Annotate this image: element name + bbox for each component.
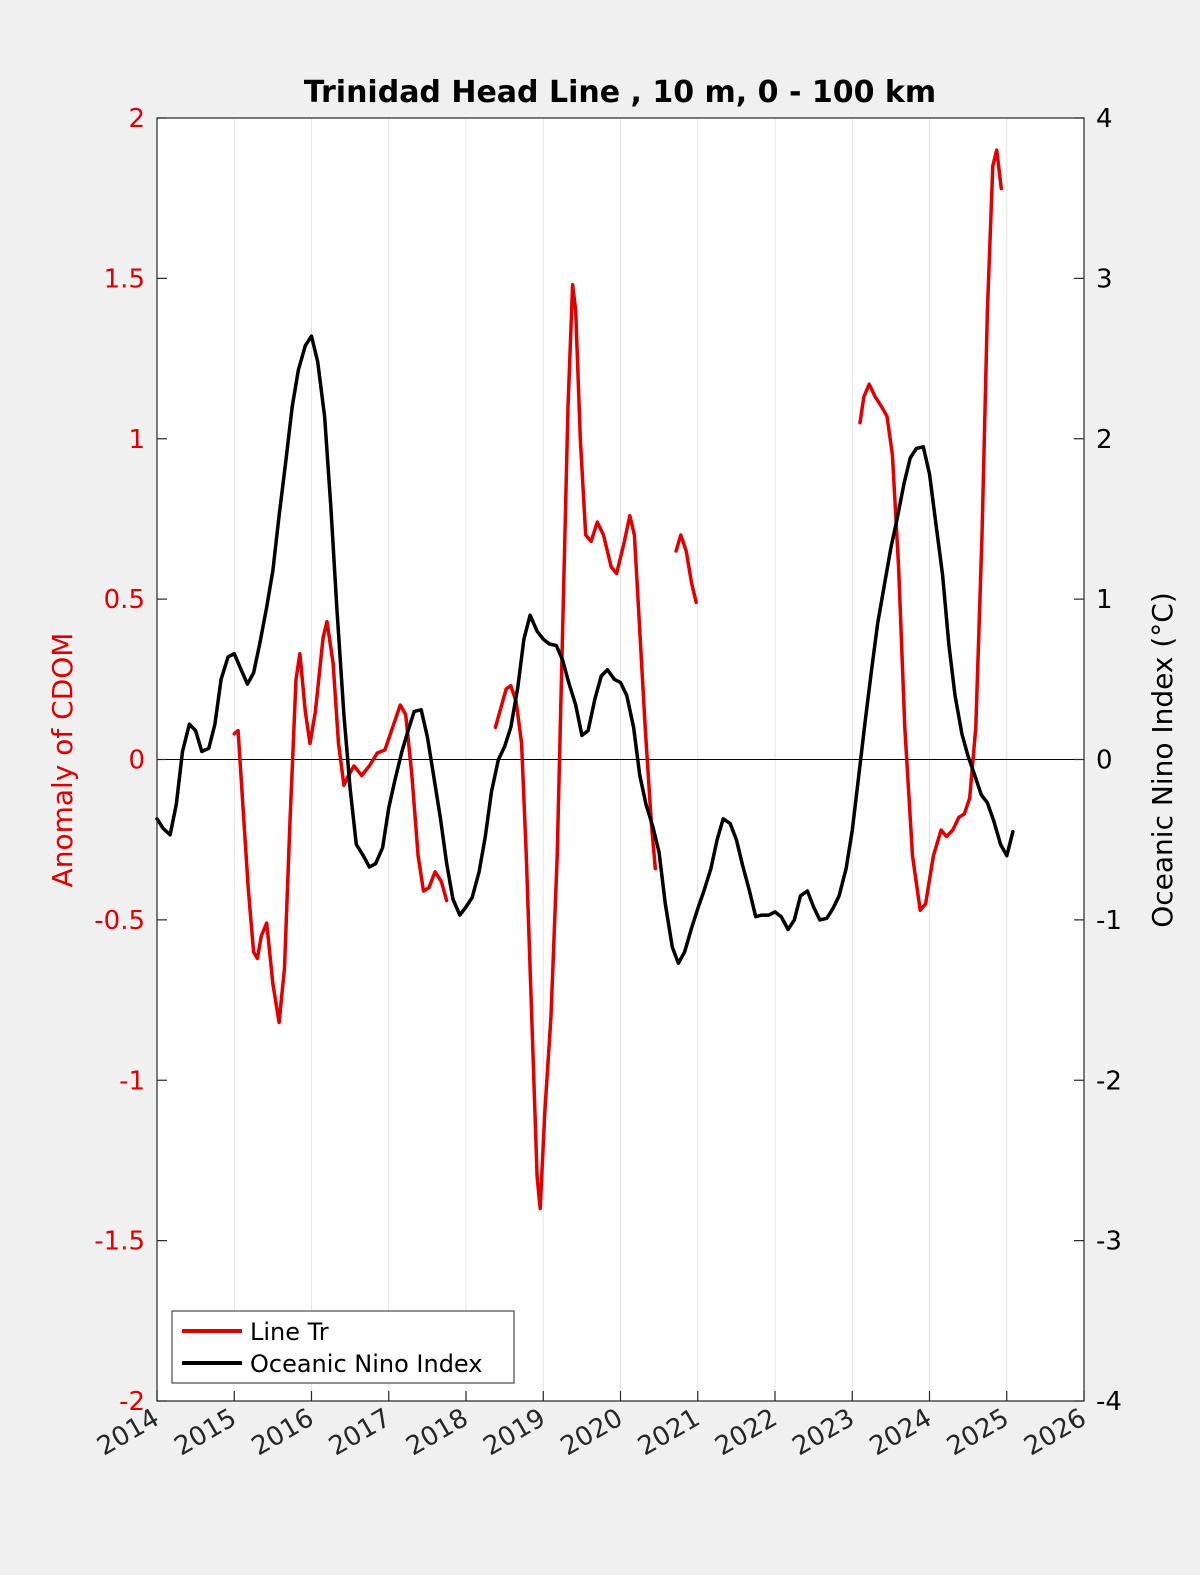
x-tick-label: 2023: [787, 1403, 859, 1462]
x-tick-label: 2021: [633, 1403, 705, 1462]
y-left-tick-label: -1.5: [94, 1227, 145, 1257]
series-layer: [155, 148, 1015, 1211]
y-right-tick-label: -2: [1096, 1066, 1122, 1096]
series-line-tr: [232, 619, 449, 1025]
y-left-tick-label: 1: [128, 425, 145, 455]
legend: Line Tr Oceanic Nino Index: [171, 1310, 515, 1384]
y-left-tick-label: 0: [128, 746, 145, 776]
x-tick-label: 2025: [942, 1403, 1014, 1462]
x-tick-label: 2026: [1019, 1403, 1091, 1462]
y-right-tick-label: 0: [1096, 746, 1113, 776]
y-left-tick-label: 0.5: [104, 585, 145, 615]
x-tick-label: 2016: [247, 1403, 319, 1462]
x-tick-label: 2024: [865, 1403, 937, 1462]
x-tick-label: 2018: [401, 1403, 473, 1462]
y-left-tick-label: 1.5: [104, 264, 145, 294]
legend-box: [171, 1310, 515, 1384]
chart-title: Trinidad Head Line , 10 m, 0 - 100 km: [304, 75, 936, 110]
x-tick-label: 2017: [324, 1403, 396, 1462]
x-axis: 2014 2015 2016 2017 2018 2019 2020 2021 2022 2023…: [92, 1391, 1092, 1462]
y-right-tick-label: 4: [1096, 104, 1113, 134]
x-tick-label: 2019: [478, 1403, 550, 1462]
series-line-tr: [493, 283, 658, 1211]
y-right-tick-label: -3: [1096, 1227, 1122, 1257]
x-tick-label: 2022: [710, 1403, 782, 1462]
y-right-tick-label: -1: [1096, 906, 1122, 936]
y-right-tick-label: 3: [1096, 264, 1113, 294]
y-axis-left-label: Anomaly of CDOM: [46, 633, 79, 888]
legend-label-line-tr: Line Tr: [250, 1318, 329, 1346]
y-right-tick-label: 1: [1096, 585, 1113, 615]
legend-label-oni: Oceanic Nino Index: [250, 1350, 482, 1378]
series-line-tr: [674, 533, 698, 605]
y-left-tick-label: 2: [128, 104, 145, 134]
y-axis-right-label: Oceanic Nino Index (°C): [1146, 592, 1179, 928]
series-line-tr: [858, 148, 1004, 913]
left-axis: -2 -1.5 -1 -0.5 0 0.5 1 1.5 2: [94, 104, 167, 1417]
y-left-tick-label: -0.5: [94, 906, 145, 936]
x-tick-label: 2020: [556, 1403, 628, 1462]
y-right-tick-label: -4: [1096, 1387, 1122, 1417]
right-axis: -4 -3 -2 -1 0 1 2 3 4: [1074, 104, 1122, 1417]
y-right-tick-label: 2: [1096, 425, 1113, 455]
y-left-tick-label: -2: [119, 1387, 145, 1417]
x-tick-label: 2015: [169, 1403, 241, 1462]
series-oceanic-nino-index: [155, 334, 1015, 965]
y-left-tick-label: -1: [119, 1066, 145, 1096]
